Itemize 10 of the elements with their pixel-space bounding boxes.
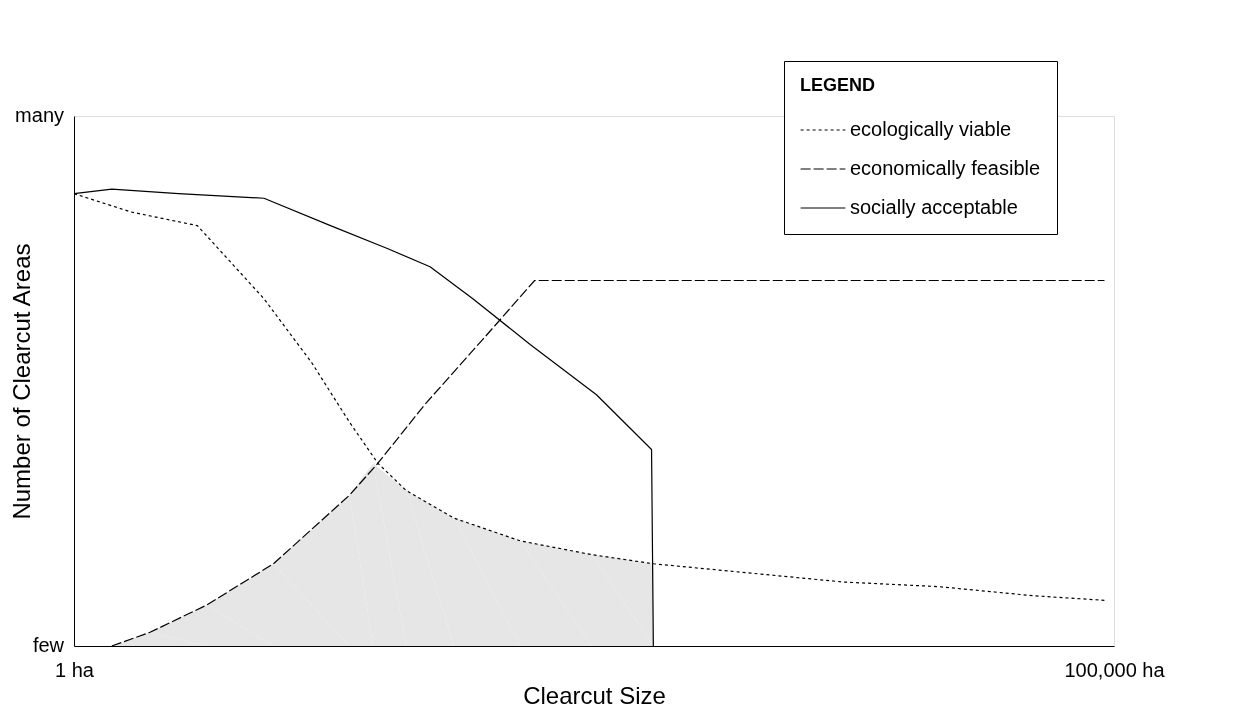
legend-title: LEGEND [800,75,876,95]
text: many [15,104,64,126]
y-axis-title: Number of Clearcut Areas [7,243,35,520]
x-tick-label: 100,000 ha [1064,658,1166,681]
legend-label: economically feasible [850,157,1041,179]
legend-label: socially acceptable [850,196,1018,218]
legend-label: ecologically viable [850,118,1012,140]
text: few [32,634,65,656]
x-tick-label: 1 ha [55,658,95,681]
x-axis-title: Clearcut Size [523,681,666,708]
